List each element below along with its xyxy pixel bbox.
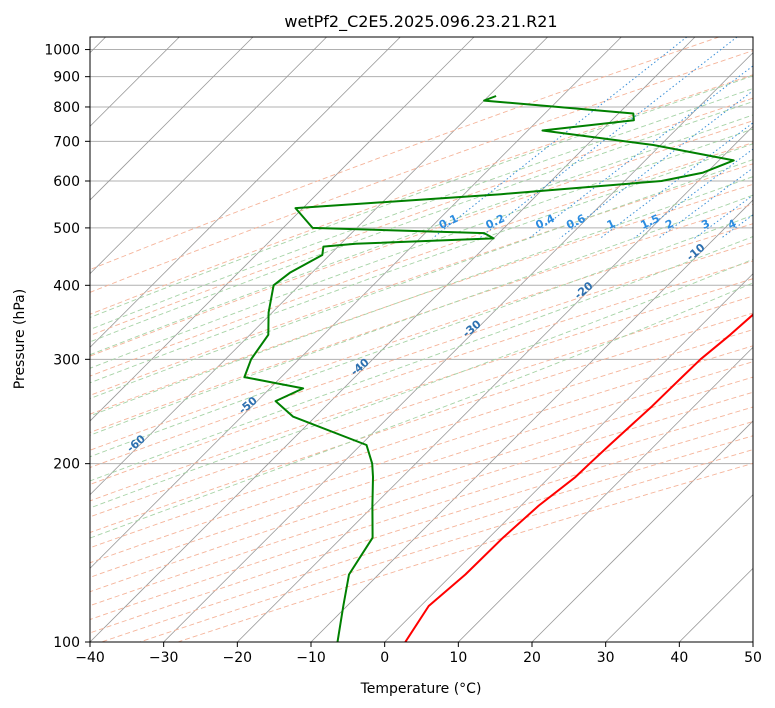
dry-adiabat bbox=[90, 203, 753, 433]
y-axis-label: Pressure (hPa) bbox=[12, 289, 28, 389]
isotherm-line bbox=[163, 52, 753, 642]
mixing-ratio-line bbox=[478, 37, 738, 239]
y-tick-label: 500 bbox=[53, 221, 80, 237]
x-tick-label: −40 bbox=[75, 650, 105, 666]
x-tick-label: −30 bbox=[149, 650, 179, 666]
x-tick-label: −20 bbox=[223, 650, 253, 666]
isotherm-line bbox=[752, 641, 753, 642]
dry-adiabat bbox=[90, 329, 753, 549]
mixing-ratio-line bbox=[633, 148, 753, 239]
isotherm-line bbox=[237, 125, 753, 642]
dry-adiabat bbox=[90, 295, 753, 518]
plot-frame bbox=[89, 36, 754, 643]
isotherm-line bbox=[531, 420, 753, 642]
x-axis-label: Temperature (°C) bbox=[360, 681, 482, 697]
y-tick-label: 100 bbox=[53, 635, 80, 651]
y-tick-label: 200 bbox=[53, 457, 80, 473]
moist-adiabat bbox=[90, 214, 753, 458]
chart-title: wetPf2_C2E5.2025.096.23.21.R21 bbox=[284, 12, 557, 32]
dry-adiabat bbox=[177, 462, 753, 642]
isotherm-line bbox=[90, 37, 254, 201]
reference-lines bbox=[90, 37, 775, 642]
dry-adiabat bbox=[90, 361, 753, 578]
dry-adiabat bbox=[90, 183, 753, 415]
moist-adiabat bbox=[90, 176, 753, 417]
y-tick-label: 300 bbox=[53, 352, 80, 368]
sounding-profiles bbox=[243, 95, 753, 642]
moist-adiabat bbox=[90, 88, 753, 330]
moist-adiabat bbox=[90, 258, 753, 509]
isotherm-line bbox=[90, 37, 475, 422]
moist-adiabat bbox=[90, 75, 753, 319]
x-tick-label: 20 bbox=[523, 650, 541, 666]
dry-adiabat bbox=[90, 97, 753, 337]
moist-adiabat bbox=[90, 114, 753, 356]
x-tick-label: 40 bbox=[670, 650, 688, 666]
moist-adiabat bbox=[90, 128, 753, 369]
mixing-ratio-line bbox=[559, 90, 753, 239]
isotherm-line bbox=[310, 199, 753, 642]
mixing-ratio-line bbox=[760, 37, 775, 238]
dry-adiabat bbox=[90, 376, 753, 593]
mixing-ratio-label: 1 bbox=[605, 217, 617, 232]
dry-adiabat bbox=[90, 74, 753, 315]
x-axis: −40 −30 −20 −10 0 10 20 30 40 50 bbox=[75, 642, 762, 666]
moist-adiabat bbox=[90, 159, 753, 400]
isotherm-label: -10 bbox=[684, 241, 708, 264]
isotherm-line bbox=[679, 567, 753, 642]
moist-adiabat bbox=[90, 143, 753, 384]
isotherm-line bbox=[90, 37, 696, 642]
dry-adiabat bbox=[90, 37, 720, 271]
dry-adiabat bbox=[90, 163, 753, 396]
isotherm-label: -60 bbox=[124, 432, 148, 455]
dry-adiabat bbox=[90, 345, 753, 564]
isotherm-line bbox=[90, 37, 622, 569]
dry-adiabat bbox=[90, 278, 753, 502]
isotherm-label: -20 bbox=[572, 279, 596, 302]
x-tick-label: 10 bbox=[449, 650, 467, 666]
y-tick-label: 1000 bbox=[44, 43, 80, 59]
mixing-ratio-label: 3 bbox=[699, 217, 711, 232]
moist-adiabat bbox=[90, 236, 753, 482]
dry-adiabat bbox=[101, 435, 753, 642]
mixing-ratio-label: 0.1 bbox=[437, 212, 460, 232]
y-axis: 100 200 300 400 500 600 700 800 900 1000 bbox=[44, 43, 90, 651]
x-tick-label: 0 bbox=[380, 650, 389, 666]
isotherm-line bbox=[605, 494, 753, 642]
dry-adiabat bbox=[90, 142, 753, 377]
mixing-ratio-line bbox=[694, 194, 753, 239]
isotherm-line bbox=[90, 37, 327, 275]
x-tick-label: 50 bbox=[744, 650, 762, 666]
mixing-ratio-line bbox=[658, 167, 753, 239]
y-tick-label: 900 bbox=[53, 70, 80, 86]
isotherm-label: -70 bbox=[12, 470, 36, 493]
dry-adiabat bbox=[90, 312, 753, 534]
isotherm-line bbox=[458, 346, 753, 642]
x-tick-label: −10 bbox=[296, 650, 326, 666]
mixing-ratio-label: 0.4 bbox=[534, 212, 557, 232]
x-tick-label: 30 bbox=[597, 650, 615, 666]
y-tick-label: 800 bbox=[53, 100, 80, 116]
dry-adiabat bbox=[90, 391, 753, 607]
y-tick-label: 700 bbox=[53, 134, 80, 150]
y-tick-label: 600 bbox=[53, 174, 80, 190]
dry-adiabat bbox=[90, 241, 753, 469]
dry-adiabat bbox=[90, 260, 753, 485]
mixing-ratio-label: 6 bbox=[765, 217, 775, 232]
isotherm-line bbox=[90, 37, 401, 348]
mixing-ratio-label: 4 bbox=[726, 217, 739, 232]
moist-adiabat bbox=[90, 101, 753, 343]
dewpoint-profile bbox=[243, 95, 735, 642]
temperature-profile bbox=[404, 313, 753, 642]
dry-adiabat bbox=[90, 223, 753, 451]
isotherm-line bbox=[90, 37, 548, 496]
y-tick-label: 400 bbox=[53, 278, 80, 294]
dry-adiabat bbox=[90, 50, 753, 293]
moist-adiabat bbox=[90, 194, 753, 436]
mixing-ratio-label: 0.6 bbox=[564, 212, 587, 232]
moist-adiabat bbox=[90, 282, 753, 539]
isotherm-line bbox=[384, 273, 753, 642]
dry-adiabat bbox=[90, 120, 753, 357]
